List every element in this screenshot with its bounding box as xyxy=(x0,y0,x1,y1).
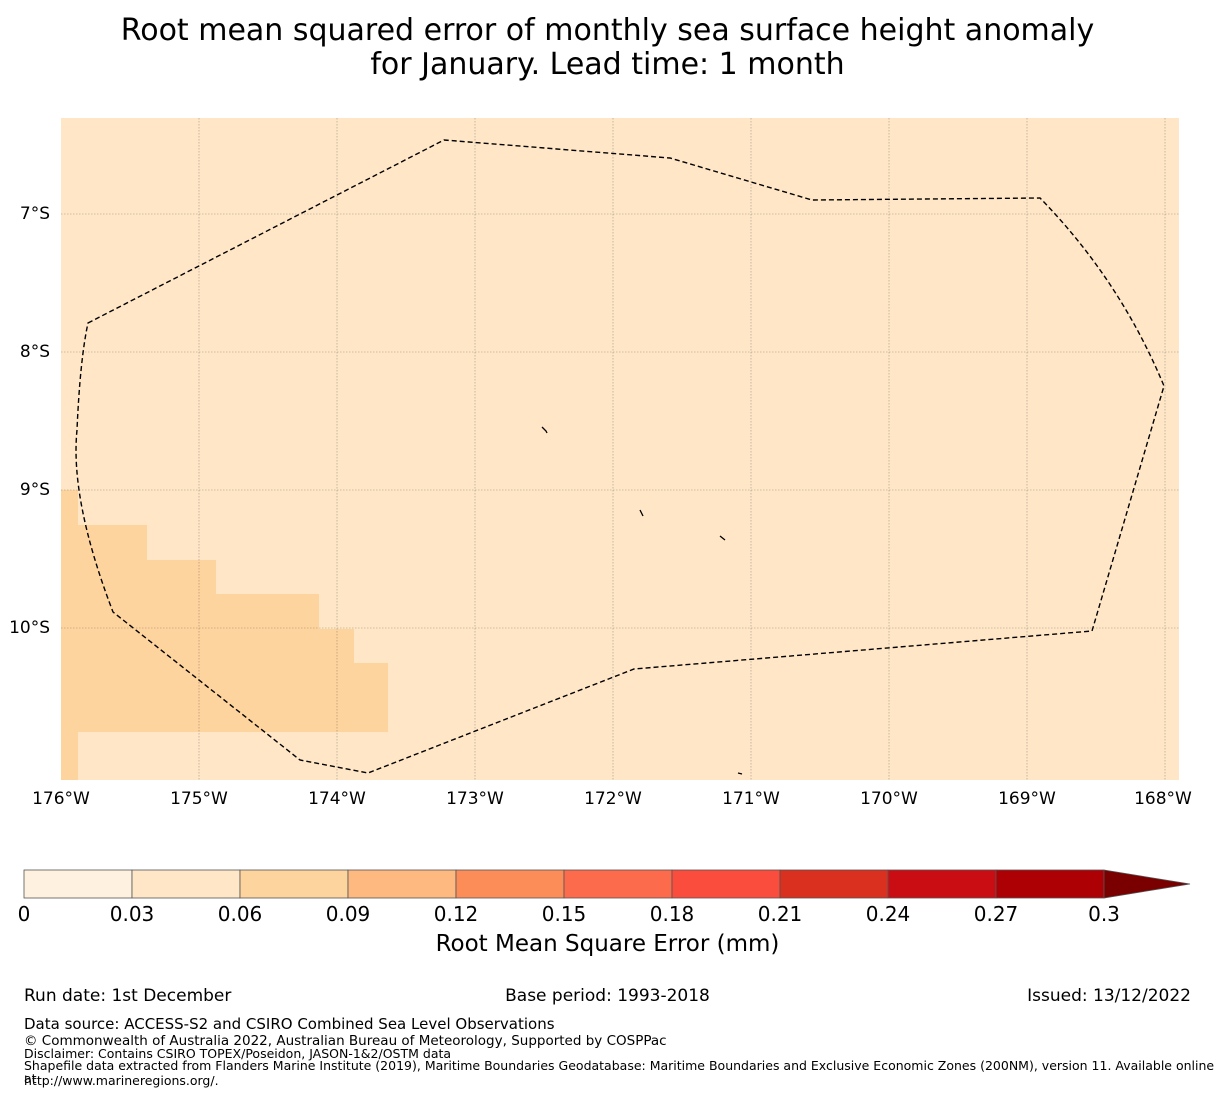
islands xyxy=(541,426,743,775)
base-period: Base period: 1993-2018 xyxy=(505,986,710,1006)
colorbar-segment xyxy=(23,869,133,899)
lon-label-173W: 173°W xyxy=(446,789,504,809)
colorbar-segment xyxy=(995,869,1105,899)
lat-label-9S: 9°S xyxy=(19,480,50,500)
lon-label-172W: 172°W xyxy=(584,789,642,809)
colorbar-tick-label: 0.12 xyxy=(433,902,479,926)
lon-label-169W: 169°W xyxy=(998,789,1056,809)
lon-label-171W: 171°W xyxy=(722,789,780,809)
island-atafu xyxy=(541,426,548,434)
shapefile-credit-line-1: Shapefile data extracted from Flanders M… xyxy=(24,1058,1215,1086)
lat-label-7S: 7°S xyxy=(19,204,50,224)
colorbar-segment xyxy=(347,869,457,899)
disclaimer: Disclaimer: Contains CSIRO TOPEX/Poseido… xyxy=(24,1046,452,1061)
island-nukunonu xyxy=(639,509,644,517)
map-svg xyxy=(61,118,1179,780)
run-date: Run date: 1st December xyxy=(24,986,232,1006)
colorbar-tick-label: 0.27 xyxy=(973,902,1019,926)
island-swains xyxy=(737,772,743,775)
issued-date: Issued: 13/12/2022 xyxy=(1027,986,1191,1006)
data-source: Data source: ACCESS-S2 and CSIRO Combine… xyxy=(24,1015,555,1033)
colorbar-tick-label: 0.09 xyxy=(325,902,371,926)
colorbar-extend-arrow xyxy=(1103,869,1191,899)
lat-label-8S: 8°S xyxy=(19,342,50,362)
lon-label-176W: 176°W xyxy=(32,789,90,809)
shapefile-credit-line-2: http://www.marineregions.org/. xyxy=(24,1073,219,1088)
colorbar-segment xyxy=(455,869,565,899)
lon-label-174W: 174°W xyxy=(308,789,366,809)
colorbar-tick-label: 0.21 xyxy=(757,902,803,926)
chart-title: Root mean squared error of monthly sea s… xyxy=(0,14,1215,82)
lon-label-168W: 168°W xyxy=(1134,789,1192,809)
colorbar-tick-label: 0.06 xyxy=(217,902,263,926)
colorbar-segment xyxy=(131,869,241,899)
colorbar xyxy=(23,869,1191,899)
lon-label-170W: 170°W xyxy=(860,789,918,809)
colorbar-segment xyxy=(887,869,997,899)
map-panel: 7°S 8°S 9°S 10°S 176°W 175°W 174°W 173°W… xyxy=(9,118,1192,809)
colorbar-label: Root Mean Square Error (mm) xyxy=(435,931,780,957)
colorbar-segment xyxy=(563,869,673,899)
lat-label-10S: 10°S xyxy=(9,618,50,638)
colorbar-tick-label: 0.18 xyxy=(649,902,695,926)
colorbar-segment xyxy=(671,869,781,899)
rmse-region-0.06 xyxy=(61,490,388,780)
colorbar-tick-label: 0 xyxy=(17,902,31,926)
colorbar-segments xyxy=(23,869,1105,899)
colorbar-segment xyxy=(779,869,889,899)
title-line-1: Root mean squared error of monthly sea s… xyxy=(120,13,1095,48)
title-line-2: for January. Lead time: 1 month xyxy=(370,47,845,82)
island-fakaofo xyxy=(719,535,726,541)
colorbar-tick-label: 0.24 xyxy=(865,902,911,926)
lon-label-175W: 175°W xyxy=(170,789,228,809)
colorbar-tick-label: 0.3 xyxy=(1088,902,1120,926)
colorbar-segment xyxy=(239,869,349,899)
copyright: © Commonwealth of Australia 2022, Austra… xyxy=(24,1033,667,1049)
colorbar-tick-label: 0.03 xyxy=(109,902,155,926)
gridlines xyxy=(61,118,1179,780)
colorbar-tick-label: 0.15 xyxy=(541,902,587,926)
eez-boundary xyxy=(75,139,1165,774)
